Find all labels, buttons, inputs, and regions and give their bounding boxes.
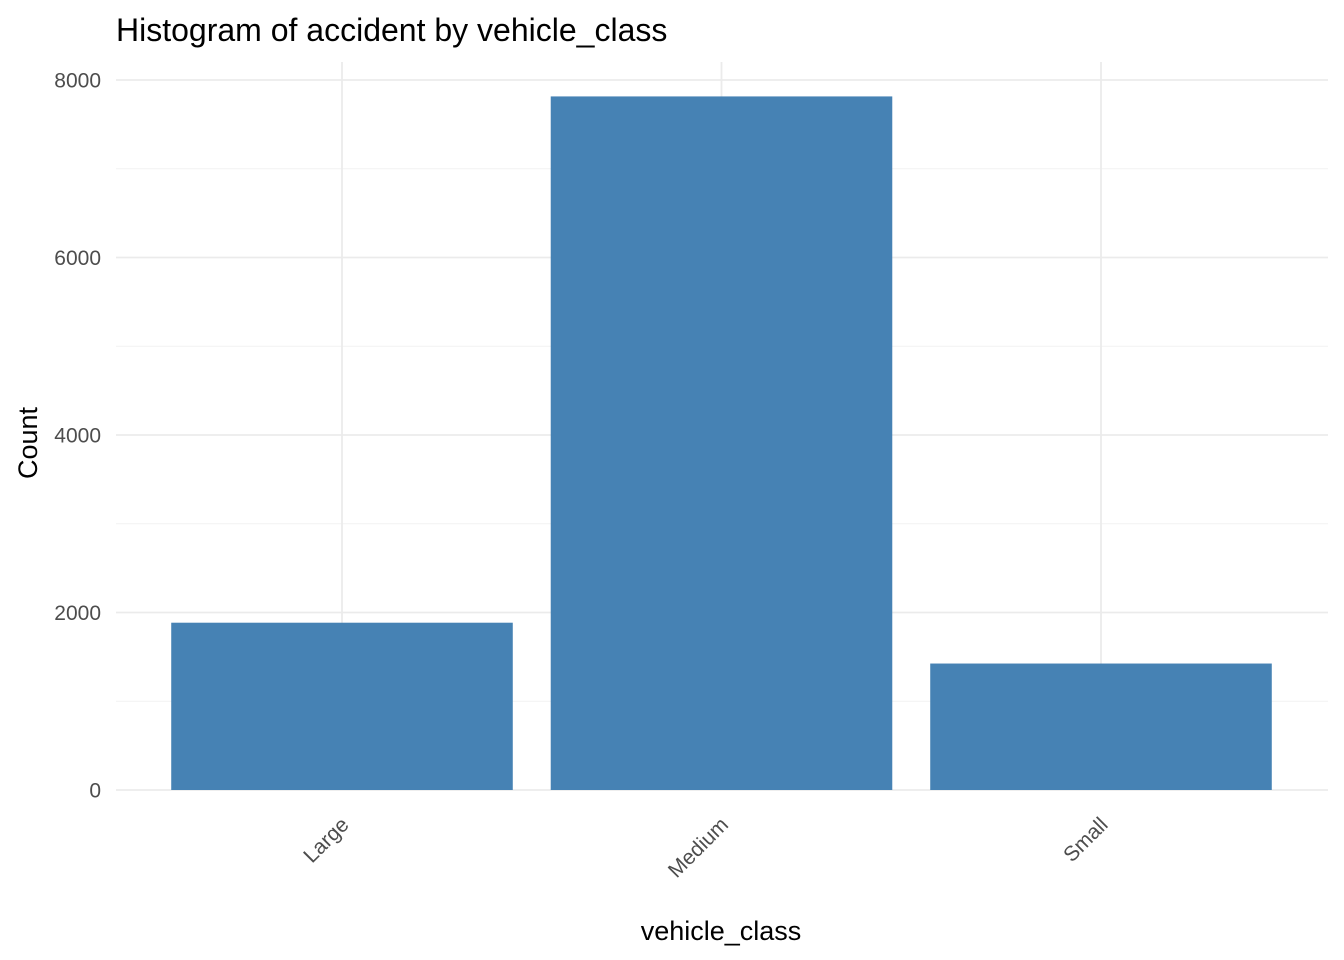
y-tick-label: 8000 bbox=[54, 70, 101, 93]
y-tick-label: 4000 bbox=[54, 425, 101, 448]
y-tick-labels: 0 2000 4000 6000 8000 bbox=[54, 70, 101, 803]
x-tick-label: Small bbox=[1059, 813, 1112, 866]
bars bbox=[171, 96, 1272, 790]
x-axis-title: vehicle_class bbox=[641, 916, 802, 946]
y-tick-label: 0 bbox=[89, 780, 101, 803]
x-tick-label: Medium bbox=[664, 813, 733, 882]
bar-medium bbox=[550, 96, 893, 790]
bar-small bbox=[930, 663, 1272, 790]
y-tick-label: 2000 bbox=[54, 602, 101, 625]
y-axis-title: Count bbox=[13, 406, 43, 479]
chart-title: Histogram of accident by vehicle_class bbox=[116, 12, 667, 48]
x-tick-labels: Large Medium Small bbox=[299, 813, 1112, 882]
bar-large bbox=[171, 622, 513, 790]
y-tick-label: 6000 bbox=[54, 247, 101, 270]
x-tick-label: Large bbox=[299, 813, 353, 867]
